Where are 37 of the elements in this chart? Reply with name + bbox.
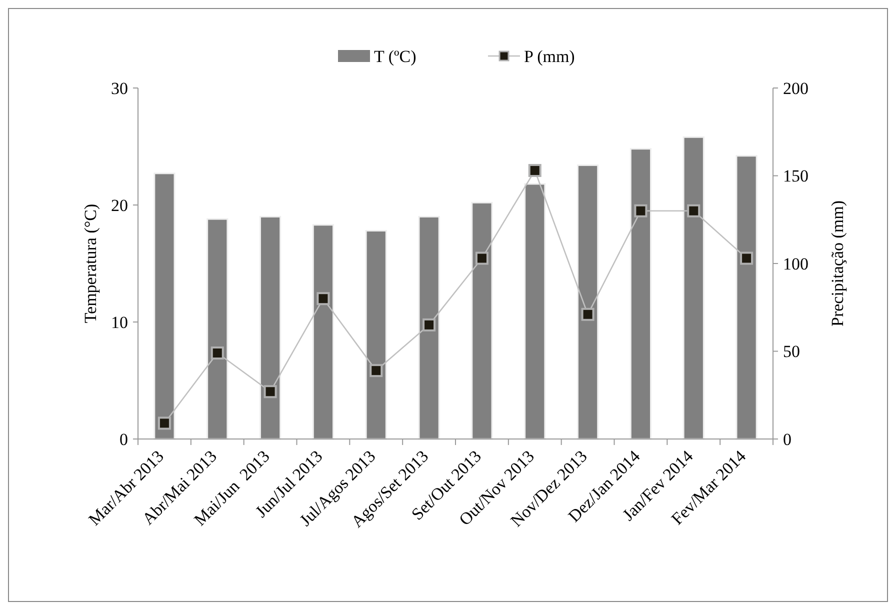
y-tick-label: 20 xyxy=(111,196,128,215)
point xyxy=(581,308,594,321)
bar xyxy=(736,155,758,440)
bar xyxy=(524,183,546,440)
point xyxy=(210,346,224,360)
point xyxy=(370,364,383,378)
point xyxy=(687,204,700,218)
y2-tick-label: 200 xyxy=(783,78,808,98)
y-tick-label: 10 xyxy=(111,312,128,332)
legend-label: P (mm) xyxy=(524,47,575,66)
y2-axis-title: Precipitação (mm) xyxy=(828,200,847,327)
y2-tick-label: 150 xyxy=(783,166,808,186)
bar xyxy=(630,148,652,440)
point xyxy=(158,416,171,430)
bar xyxy=(259,216,282,440)
point xyxy=(422,318,436,332)
bar xyxy=(471,202,493,440)
legend-label: T (ºC) xyxy=(374,47,416,66)
bar xyxy=(154,172,176,440)
bar xyxy=(682,136,704,440)
bar xyxy=(206,218,228,440)
point xyxy=(264,385,277,398)
point xyxy=(475,252,488,265)
y2-tick-label: 0 xyxy=(783,430,792,449)
y-tick-label: 0 xyxy=(120,430,128,449)
y-tick-label: 30 xyxy=(111,78,128,98)
y2-tick-label: 50 xyxy=(783,342,800,362)
bar xyxy=(365,230,387,440)
y-axis-title: Temperatura (°C) xyxy=(81,204,100,324)
bar xyxy=(418,216,440,440)
bar xyxy=(312,224,334,440)
point xyxy=(316,292,330,306)
point xyxy=(740,252,754,265)
y2-tick-label: 100 xyxy=(783,254,808,274)
bar xyxy=(576,164,599,440)
point xyxy=(528,164,542,177)
point xyxy=(634,204,648,218)
